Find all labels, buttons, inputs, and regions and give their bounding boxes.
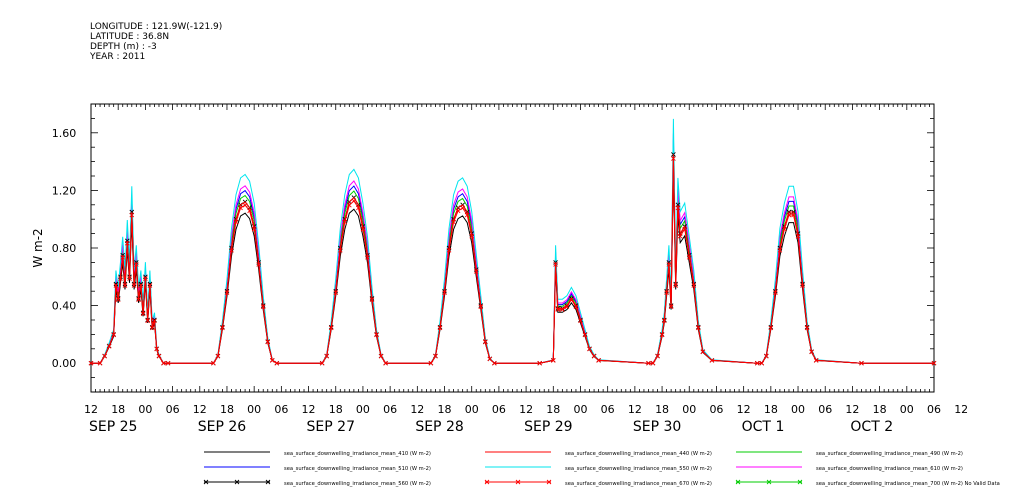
series-marker xyxy=(136,297,141,303)
x-day-label: SEP 25 xyxy=(89,419,137,435)
x-hour-label: 00 xyxy=(573,403,587,416)
x-hour-label: 12 xyxy=(737,403,751,416)
legend-marker xyxy=(265,479,271,485)
y-tick-label: 0.40 xyxy=(52,300,77,313)
x-hour-label: 00 xyxy=(247,403,261,416)
legend-label: sea_surface_downwelling_irradiance_mean_… xyxy=(565,481,712,487)
x-hour-label: 00 xyxy=(465,403,479,416)
meta-depth: DEPTH (m) : -3 xyxy=(90,42,157,52)
series-marker xyxy=(140,311,146,317)
x-day-label: SEP 27 xyxy=(307,419,355,435)
y-tick-label: 1.60 xyxy=(52,127,77,140)
legend-marker xyxy=(797,479,803,485)
x-hour-label: 12 xyxy=(628,403,642,416)
x-hour-label: 18 xyxy=(438,403,452,416)
x-day-label: SEP 29 xyxy=(524,419,572,435)
legend-label: sea_surface_downwelling_irradiance_mean_… xyxy=(816,481,1000,487)
x-day-label: SEP 26 xyxy=(198,419,247,435)
x-hour-label: 18 xyxy=(111,403,125,416)
series-marker xyxy=(668,304,674,310)
legend-label: sea_surface_downwelling_irradiance_mean_… xyxy=(284,481,431,487)
x-hour-label: 06 xyxy=(709,403,723,416)
x-hour-label: 06 xyxy=(166,403,180,416)
series-marker xyxy=(127,276,132,281)
x-hour-label: 12 xyxy=(845,403,859,416)
x-hour-label: 00 xyxy=(138,403,152,416)
meta-year: YEAR : 2011 xyxy=(90,52,146,62)
x-hour-label: 06 xyxy=(492,403,506,416)
x-hour-label: 18 xyxy=(220,403,234,416)
legend-marker xyxy=(546,479,552,485)
x-hour-label: 00 xyxy=(356,403,370,416)
series-marker xyxy=(149,325,155,331)
series-line xyxy=(91,154,934,364)
x-hour-label: 12 xyxy=(410,403,424,416)
header-metadata: LONGITUDE : 121.9W(-121.9) LATITUDE : 36… xyxy=(90,22,222,62)
legend-marker xyxy=(484,479,490,485)
legend-label: sea_surface_downwelling_irradiance_mean_… xyxy=(565,451,712,457)
plot-frame xyxy=(90,103,935,393)
legend-label: sea_surface_downwelling_irradiance_mean_… xyxy=(284,466,431,472)
legend-marker xyxy=(735,479,741,485)
x-day-label: SEP 30 xyxy=(633,419,681,435)
x-hour-label: 18 xyxy=(873,403,887,416)
x-hour-label: 06 xyxy=(927,403,941,416)
x-hour-label: 06 xyxy=(274,403,288,416)
x-hour-label: 06 xyxy=(601,403,615,416)
series-line xyxy=(91,168,934,364)
x-day-label: OCT 1 xyxy=(742,419,785,435)
x-hour-label: 18 xyxy=(329,403,343,416)
legend-marker xyxy=(766,479,772,485)
x-hour-label: 12 xyxy=(193,403,207,416)
legend-label: sea_surface_downwelling_irradiance_mean_… xyxy=(816,451,963,457)
x-hour-label: 12 xyxy=(519,403,533,416)
series-line xyxy=(91,158,934,364)
x-hour-label: 18 xyxy=(764,403,778,416)
series-marker xyxy=(677,233,683,239)
legend-label: sea_surface_downwelling_irradiance_mean_… xyxy=(284,451,431,457)
y-axis-label: W m-2 xyxy=(31,228,45,267)
meta-latitude: LATITUDE : 36.8N xyxy=(90,32,170,42)
x-hour-label: 12 xyxy=(84,403,98,416)
x-day-label: OCT 2 xyxy=(850,419,893,435)
x-hour-label: 06 xyxy=(383,403,397,416)
series-marker xyxy=(564,304,570,310)
y-tick-label: 1.20 xyxy=(52,184,77,197)
series-marker xyxy=(115,297,121,303)
series-marker xyxy=(131,283,137,288)
x-hour-label: 00 xyxy=(682,403,696,416)
x-hour-label: 12 xyxy=(302,403,316,416)
x-hour-label: 00 xyxy=(791,403,805,416)
x-hour-label: 06 xyxy=(818,403,832,416)
legend-marker xyxy=(234,479,240,485)
legend-marker xyxy=(515,479,521,485)
x-hour-label: 00 xyxy=(900,403,914,416)
x-hour-label: 18 xyxy=(655,403,669,416)
x-hour-label: 18 xyxy=(546,403,560,416)
legend-marker xyxy=(203,479,209,485)
meta-longitude: LONGITUDE : 121.9W(-121.9) xyxy=(90,22,223,32)
legend-label: sea_surface_downwelling_irradiance_mean_… xyxy=(816,466,963,472)
series-marker xyxy=(145,318,150,324)
y-tick-label: 0.00 xyxy=(52,357,77,370)
x-hour-label: 12 xyxy=(954,403,968,416)
x-day-label: SEP 28 xyxy=(415,419,463,435)
series-marker xyxy=(122,283,128,288)
legend-label: sea_surface_downwelling_irradiance_mean_… xyxy=(565,466,712,472)
y-tick-label: 0.80 xyxy=(52,242,77,255)
series-marker xyxy=(673,283,678,288)
